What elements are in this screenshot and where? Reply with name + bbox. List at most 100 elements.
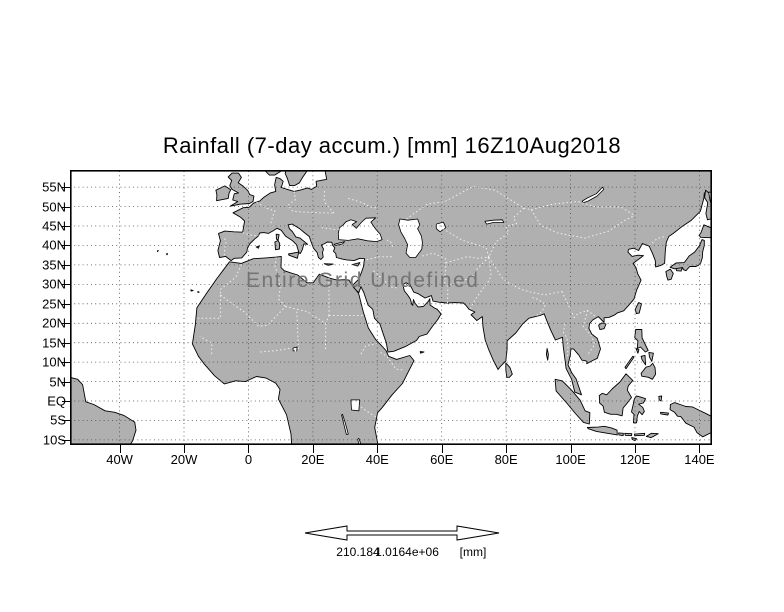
lon-axis-tick [248, 445, 250, 453]
country-border [220, 294, 286, 327]
lat-tick-label: 10S [42, 432, 66, 448]
landmass [274, 239, 281, 251]
plot-title: Rainfall (7-day accum.) [mm] 16Z10Aug201… [162, 133, 622, 158]
country-border [277, 275, 286, 307]
lake [350, 399, 360, 412]
lon-axis-tick [119, 445, 121, 453]
lon-tick-label: 140E [684, 452, 715, 467]
lon-axis-tick [377, 445, 379, 453]
country-border [436, 223, 490, 258]
landmass [658, 395, 663, 402]
lat-tick-label: 5S [50, 412, 66, 428]
landmass [631, 395, 647, 424]
lat-axis-tick [62, 439, 70, 441]
landmass [197, 290, 200, 293]
colorbar: 210.184 1.0164e+06 [mm] [300, 520, 505, 564]
lat-axis-tick [62, 245, 70, 247]
landmass [598, 322, 607, 330]
landmass [191, 255, 415, 445]
lake [341, 413, 349, 435]
country-border [385, 239, 394, 247]
lat-axis-tick [62, 401, 70, 403]
lat-axis-tick [62, 303, 70, 305]
lake [398, 218, 423, 258]
landmass [634, 302, 642, 314]
country-border [323, 190, 335, 214]
landmass [227, 172, 255, 207]
landmass [156, 250, 159, 253]
lon-axis-tick [570, 445, 572, 453]
landmass [190, 289, 194, 292]
country-border [287, 191, 335, 214]
landmass [323, 263, 334, 266]
lat-tick-label: 35N [42, 257, 66, 273]
landmass [215, 185, 232, 202]
colorbar-arrow-bar [304, 525, 500, 541]
country-border [357, 404, 381, 420]
lake [337, 217, 383, 242]
landmass [284, 170, 308, 187]
country-border [321, 227, 342, 231]
lat-tick-label: 40N [42, 237, 66, 253]
lat-axis-tick [62, 323, 70, 325]
landmass [640, 355, 647, 366]
landmass [669, 402, 712, 438]
lat-tick-label: 30N [42, 276, 66, 292]
country-border [193, 294, 221, 319]
landmass [586, 425, 618, 436]
country-border [532, 297, 547, 317]
lat-axis-tick [62, 206, 70, 208]
country-border [422, 252, 447, 286]
landmass [660, 411, 669, 416]
landmass [352, 262, 361, 267]
country-border [358, 279, 362, 287]
lat-axis-tick [62, 284, 70, 286]
lat-tick-label: 20N [42, 315, 66, 331]
colorbar-units-label: [mm] [459, 545, 487, 559]
lon-tick-label: 80E [494, 452, 518, 467]
colorbar-shape [304, 525, 500, 541]
lake [292, 346, 298, 352]
lat-axis-tick [62, 342, 70, 344]
country-border [274, 257, 279, 276]
lon-axis-tick [184, 445, 186, 453]
lake [581, 186, 605, 204]
landmass [698, 224, 712, 239]
country-border [219, 264, 242, 295]
country-border [530, 209, 635, 239]
lat-tick-label: 15N [42, 335, 66, 351]
lon-tick-label: 20E [301, 452, 325, 467]
grid-undefined-message: Entire Grid Undefined [246, 269, 480, 293]
landmass [554, 378, 591, 425]
lon-tick-label: 100E [555, 452, 586, 467]
lon-tick-label: 20W [170, 452, 198, 467]
colorbar-min-label: 210.184 [336, 545, 380, 559]
landmass [70, 376, 137, 445]
country-border [561, 291, 597, 319]
lat-tick-label: 45N [42, 218, 66, 234]
country-border [242, 232, 259, 237]
lon-axis-tick [699, 445, 701, 453]
lat-axis-tick [62, 187, 70, 189]
landmass [635, 348, 640, 354]
landmass [419, 351, 425, 354]
lon-axis-tick [441, 445, 443, 453]
country-border [360, 342, 379, 355]
landmass [640, 362, 657, 380]
landmass [624, 355, 635, 370]
lake [435, 221, 447, 233]
landmass [505, 362, 513, 378]
landmass [545, 348, 549, 361]
lat-tick-label: 55N [42, 179, 66, 195]
landmass [624, 432, 633, 437]
country-border [523, 207, 532, 211]
lon-axis-tick [635, 445, 636, 453]
country-border [223, 238, 227, 256]
country-border [366, 256, 393, 261]
country-border [562, 323, 569, 359]
lon-tick-label: 0 [244, 452, 253, 467]
country-border [488, 256, 563, 296]
country-border [648, 235, 667, 246]
lat-tick-label: 5N [49, 374, 66, 390]
